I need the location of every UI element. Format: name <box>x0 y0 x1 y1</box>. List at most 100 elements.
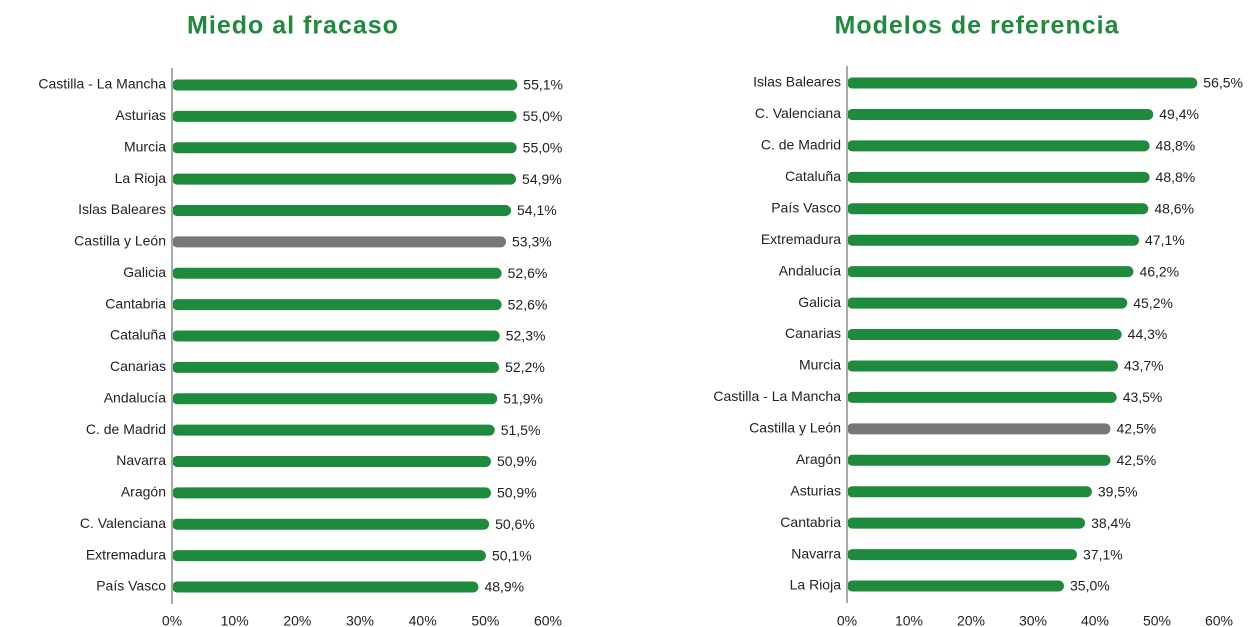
value-label: 54,1% <box>517 202 557 218</box>
x-tick-label: 30% <box>1019 613 1047 627</box>
bar <box>172 330 500 342</box>
category-label: C. Valenciana <box>80 515 166 531</box>
value-label: 55,1% <box>523 77 563 93</box>
bar <box>847 549 1078 561</box>
category-label: La Rioja <box>115 170 167 186</box>
bar <box>847 517 1086 529</box>
x-tick-label: 10% <box>221 613 249 627</box>
bar <box>847 391 1117 403</box>
bar <box>172 424 495 436</box>
value-label: 51,5% <box>501 422 541 438</box>
category-label: C. de Madrid <box>86 421 166 437</box>
value-label: 52,6% <box>508 265 548 281</box>
category-label: Canarias <box>785 325 841 341</box>
bar <box>847 360 1118 372</box>
x-tick-label: 60% <box>1205 613 1233 627</box>
bar <box>847 234 1140 246</box>
category-label: Castilla y León <box>749 420 841 436</box>
value-label: 50,1% <box>492 547 532 563</box>
category-label: Extremadura <box>86 546 166 562</box>
category-label: Cantabria <box>780 514 841 530</box>
chart-title: Modelos de referencia <box>835 12 1120 40</box>
value-label: 55,0% <box>523 108 563 124</box>
value-label: 52,3% <box>506 328 546 344</box>
category-label: Extremadura <box>761 231 841 247</box>
x-tick-label: 20% <box>957 613 985 627</box>
value-label: 48,6% <box>1154 200 1194 216</box>
category-label: Islas Baleares <box>78 201 166 217</box>
bar <box>847 486 1092 498</box>
bar <box>172 205 512 216</box>
value-label: 37,1% <box>1083 546 1123 562</box>
category-label: País Vasco <box>96 578 166 594</box>
bar <box>847 266 1134 278</box>
bar <box>847 77 1198 89</box>
value-label: 38,4% <box>1091 515 1131 531</box>
value-label: 47,1% <box>1145 232 1185 248</box>
bar <box>172 142 517 154</box>
value-label: 44,3% <box>1128 326 1168 342</box>
x-tick-label: 40% <box>1081 613 1109 627</box>
x-tick-label: 60% <box>534 613 562 627</box>
x-tick-label: 0% <box>162 613 182 627</box>
value-label: 43,7% <box>1124 358 1164 374</box>
bar <box>172 487 491 499</box>
x-tick-label: 50% <box>471 613 499 627</box>
x-tick-label: 50% <box>1143 613 1171 627</box>
category-label: Canarias <box>110 358 166 374</box>
bar <box>172 550 486 562</box>
value-label: 53,3% <box>512 234 552 250</box>
bar <box>847 297 1128 309</box>
category-label: Castilla - La Mancha <box>38 76 166 92</box>
value-label: 50,6% <box>495 516 535 532</box>
value-label: 51,9% <box>503 390 543 406</box>
category-label: C. de Madrid <box>761 137 841 153</box>
category-label: Asturias <box>790 482 841 498</box>
bar <box>172 173 517 185</box>
value-label: 52,6% <box>508 296 548 312</box>
bar <box>847 108 1154 120</box>
x-tick-label: 10% <box>895 613 923 627</box>
bar <box>172 299 502 311</box>
bar <box>847 454 1111 466</box>
value-label: 42,5% <box>1117 421 1157 437</box>
category-label: País Vasco <box>771 199 841 215</box>
category-label: Murcia <box>799 357 841 373</box>
category-label: Galicia <box>123 264 166 280</box>
bar <box>847 580 1064 592</box>
category-label: Cataluña <box>785 168 841 184</box>
value-label: 43,5% <box>1123 389 1163 405</box>
bar <box>172 236 507 248</box>
bar <box>847 203 1149 215</box>
value-label: 49,4% <box>1159 106 1199 122</box>
value-label: 52,2% <box>505 359 545 375</box>
value-label: 56,5% <box>1203 75 1243 91</box>
category-label: Andalucía <box>104 389 166 405</box>
bar <box>847 329 1122 340</box>
value-label: 48,9% <box>484 579 524 595</box>
x-tick-label: 40% <box>409 613 437 627</box>
category-label: Asturias <box>115 107 166 123</box>
category-label: Cataluña <box>110 327 166 343</box>
value-label: 48,8% <box>1156 169 1196 185</box>
value-label: 42,5% <box>1117 452 1157 468</box>
value-label: 35,0% <box>1070 578 1110 594</box>
category-label: Aragón <box>796 451 841 467</box>
bar <box>172 79 518 91</box>
bar <box>172 361 500 373</box>
category-label: Galicia <box>798 294 841 310</box>
x-tick-label: 0% <box>837 613 857 627</box>
value-label: 54,9% <box>522 171 562 187</box>
bar <box>172 267 502 279</box>
category-label: Andalucía <box>779 262 841 278</box>
chart-title: Miedo al fracaso <box>187 12 399 40</box>
category-label: Cantabria <box>105 295 166 311</box>
category-label: Islas Baleares <box>753 74 841 90</box>
bar <box>847 423 1111 435</box>
value-label: 45,2% <box>1133 295 1173 311</box>
category-label: Murcia <box>124 138 166 154</box>
value-label: 55,0% <box>523 139 563 155</box>
value-label: 48,8% <box>1156 138 1196 154</box>
category-label: Navarra <box>791 545 841 561</box>
